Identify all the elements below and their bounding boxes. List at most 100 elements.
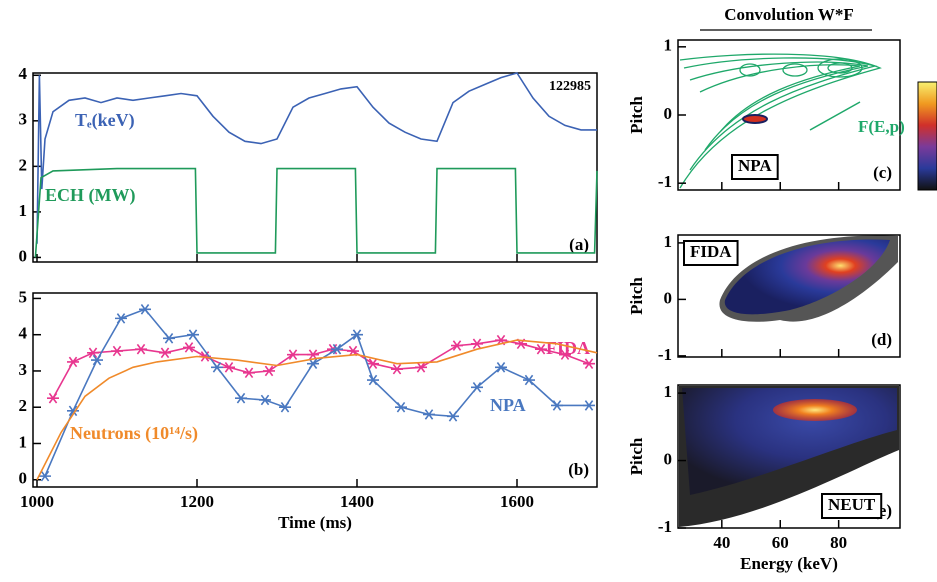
y-tick-label: -1 (658, 172, 672, 191)
plot-frame (677, 234, 901, 358)
marker (583, 358, 595, 369)
series-line (52, 339, 590, 399)
marker (243, 367, 255, 379)
y-tick-label: 4 (19, 324, 28, 343)
chart-title: Convolution W*F (724, 5, 854, 24)
marker (451, 340, 463, 351)
y-axis-label: Pitch (627, 437, 646, 475)
y-tick-label: -1 (658, 517, 672, 536)
y-tick-label: 3 (19, 110, 28, 129)
marker (47, 392, 59, 404)
y-tick-label: 3 (19, 360, 28, 379)
x-axis-label: Energy (keV) (740, 554, 838, 573)
marker (211, 362, 223, 373)
panel-tag: FIDA (690, 242, 732, 261)
series-line (36, 72, 597, 244)
y-axis-label: Pitch (627, 96, 646, 134)
y-tick-label: 2 (19, 155, 28, 174)
plot-frame (677, 384, 901, 529)
marker (163, 333, 175, 344)
y-tick-label: 0 (664, 104, 673, 123)
series-label: FIDA (546, 338, 590, 358)
y-tick-label: 0 (664, 288, 673, 307)
y-tick-label: 0 (19, 469, 28, 488)
marker (67, 405, 79, 417)
marker (367, 374, 379, 386)
marker (91, 354, 103, 366)
marker (279, 401, 291, 413)
x-tick-label: 1200 (180, 492, 214, 511)
y-axis-label: Pitch (627, 277, 646, 315)
series-label: Neutrons (10¹⁴/s) (70, 423, 198, 444)
panel-tag-box (683, 240, 739, 266)
y-tick-label: 0 (664, 449, 673, 468)
y-tick-label: 1 (664, 382, 673, 401)
marker (471, 382, 483, 393)
marker (583, 400, 595, 411)
marker (183, 342, 195, 353)
y-tick-label: 4 (19, 64, 28, 83)
marker (471, 338, 483, 350)
y-tick-label: 5 (19, 287, 28, 306)
x-tick-label: 1000 (20, 492, 54, 511)
x-tick-label: 1400 (340, 492, 374, 511)
x-axis-label: Time (ms) (278, 513, 352, 532)
marker (331, 343, 343, 355)
marker (139, 304, 151, 315)
series-label: ECH (MW) (45, 185, 135, 206)
panel-tag-box (731, 154, 779, 180)
y-tick-label: 1 (664, 232, 673, 251)
marker (263, 365, 275, 377)
marker (287, 349, 299, 360)
x-tick-label: 1600 (500, 492, 534, 511)
marker (87, 347, 99, 359)
panel-tag: NEUT (828, 495, 876, 514)
heatmap-art (679, 53, 937, 527)
panel-label: (c) (873, 163, 892, 182)
marker (187, 329, 199, 340)
panel-label: (d) (871, 330, 892, 349)
marker (523, 374, 535, 386)
x-tick-label: 60 (772, 533, 789, 552)
marker (351, 329, 363, 340)
series-label: Tₑ(keV) (75, 110, 135, 131)
series-label: NPA (490, 395, 526, 415)
marker (495, 362, 507, 373)
panel-label: (a) (569, 235, 589, 254)
y-tick-label: 1 (19, 432, 28, 451)
marker (115, 313, 127, 324)
panel-tag-box (821, 493, 883, 519)
marker (395, 401, 407, 413)
y-tick-label: -1 (658, 345, 672, 364)
panel-label: (b) (568, 460, 589, 479)
shot-number: 122985 (549, 79, 591, 94)
y-tick-label: 1 (19, 201, 28, 220)
marker (259, 394, 271, 406)
marker (135, 343, 147, 355)
marker (307, 358, 319, 369)
series-line (34, 167, 598, 258)
marker (111, 345, 123, 357)
marker (391, 363, 403, 375)
x-tick-label: 40 (713, 533, 730, 552)
marker (535, 343, 547, 355)
panel-tag: NPA (738, 156, 772, 175)
marker (39, 470, 51, 482)
marker (551, 400, 563, 411)
marker (447, 411, 459, 422)
plot-frame (32, 72, 598, 263)
marker (559, 349, 571, 360)
series-line (36, 339, 598, 481)
y-tick-label: 0 (19, 246, 28, 265)
plot-frame (32, 292, 598, 488)
marker (367, 358, 379, 369)
marker (423, 409, 435, 420)
y-tick-label: 1 (664, 36, 673, 55)
annotation: F(E,p) (858, 117, 905, 136)
marker (235, 392, 247, 404)
x-tick-label: 80 (830, 533, 847, 552)
marker (223, 362, 235, 373)
marker (159, 347, 171, 359)
marker (67, 356, 79, 368)
